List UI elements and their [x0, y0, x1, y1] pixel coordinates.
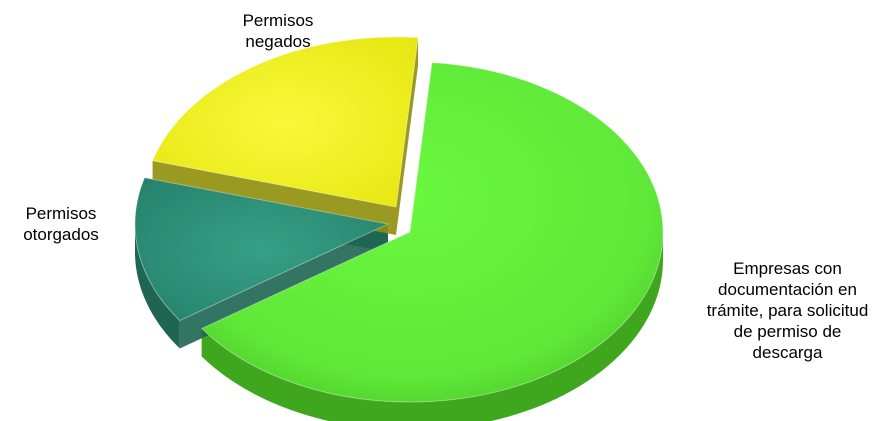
slice-label-permisos-negados: Permisos negados [242, 11, 314, 51]
slice-label-permisos-otorgados: Permisos otorgados [23, 204, 99, 244]
slice-permisos-negados [151, 36, 419, 208]
slice-permisos-otorgados-side [135, 224, 180, 349]
slice-permisos-otorgados [134, 177, 390, 322]
slice-empresas-en-tramite [200, 62, 664, 403]
slice-label-empresas-en-tramite: Empresas con documentación en trámite, p… [706, 259, 869, 362]
slice-permisos-negados-cut-1 [396, 37, 419, 236]
